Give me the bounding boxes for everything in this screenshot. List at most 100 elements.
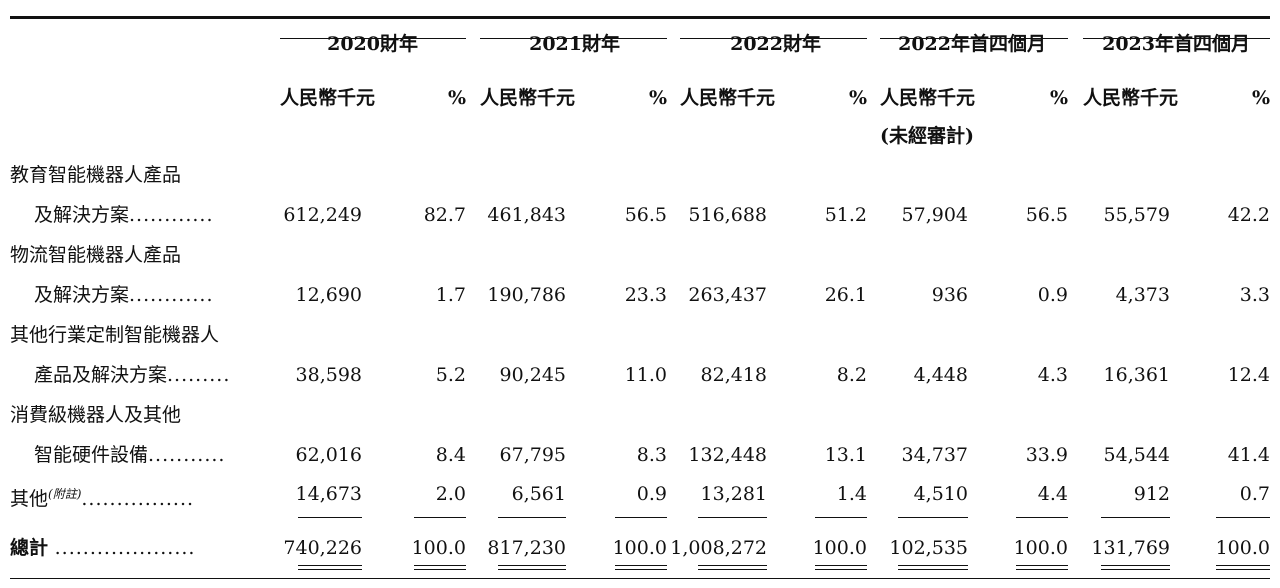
amount-cell: 34,737	[901, 444, 968, 466]
amount-cell: 57,904	[901, 204, 968, 226]
percent-cell: 8.3	[636, 444, 667, 466]
amount-cell: 14,673	[295, 483, 362, 505]
note-marker: (附註)	[48, 487, 82, 501]
period-header-2020: 2020財年	[327, 33, 418, 55]
total-percent-cell: 100.0	[1013, 537, 1068, 559]
percent-cell: 13.1	[824, 444, 867, 466]
amount-cell: 54,544	[1103, 444, 1170, 466]
total-percent-cell: 100.0	[411, 537, 466, 559]
row-label-line2: 及解決方案............	[34, 204, 214, 226]
total-percent-cell: 100.0	[812, 537, 867, 559]
row-label-line1: 其他行業定制智能機器人	[10, 324, 220, 346]
total-label: 總計 ....................	[10, 537, 196, 559]
total-double-rule	[1016, 565, 1068, 570]
unit-header: 人民幣千元	[680, 87, 776, 109]
pct-header: %	[1049, 87, 1068, 109]
total-percent-cell: 100.0	[612, 537, 667, 559]
period-header-2021: 2021財年	[529, 33, 620, 55]
total-double-rule	[898, 565, 968, 570]
pct-header: %	[648, 87, 667, 109]
total-double-rule	[298, 565, 362, 570]
amount-cell: 4,373	[1115, 284, 1170, 306]
row-label-line2: 產品及解決方案.........	[34, 364, 231, 386]
percent-cell: 0.9	[636, 483, 667, 505]
amount-cell: 90,245	[499, 364, 566, 386]
percent-cell: 12.4	[1227, 364, 1270, 386]
percent-cell: 1.4	[836, 483, 867, 505]
header-underline	[280, 38, 466, 39]
percent-cell: 82.7	[423, 204, 466, 226]
total-double-rule	[615, 565, 667, 570]
period-header-2022-4m: 2022年首四個月	[898, 33, 1046, 55]
percent-cell: 0.9	[1037, 284, 1068, 306]
row-label-line1: 物流智能機器人產品	[10, 244, 182, 266]
percent-cell: 26.1	[824, 284, 867, 306]
amount-cell: 6,561	[511, 483, 566, 505]
subtotal-rule	[414, 517, 466, 518]
pct-header: %	[447, 87, 466, 109]
amount-cell: 461,843	[487, 204, 566, 226]
subtotal-rule	[1216, 517, 1270, 518]
amount-cell: 4,510	[913, 483, 968, 505]
total-amount-cell: 740,226	[283, 537, 362, 559]
total-double-rule	[815, 565, 867, 570]
row-label-line2: 智能硬件設備...........	[34, 444, 226, 466]
percent-cell: 4.4	[1037, 483, 1068, 505]
total-amount-cell: 102,535	[889, 537, 968, 559]
percent-cell: 1.7	[435, 284, 466, 306]
total-double-rule	[1101, 565, 1170, 570]
percent-cell: 3.3	[1239, 284, 1270, 306]
row-label-line1: 消費級機器人及其他	[10, 404, 182, 426]
percent-cell: 42.2	[1227, 204, 1270, 226]
unit-header: 人民幣千元	[480, 87, 576, 109]
percent-cell: 2.0	[435, 483, 466, 505]
percent-cell: 8.2	[836, 364, 867, 386]
amount-cell: 62,016	[295, 444, 362, 466]
percent-cell: 56.5	[1025, 204, 1068, 226]
percent-cell: 56.5	[624, 204, 667, 226]
period-header-2022: 2022財年	[730, 33, 821, 55]
percent-cell: 11.0	[624, 364, 667, 386]
amount-cell: 13,281	[700, 483, 767, 505]
unit-header: 人民幣千元	[1083, 87, 1179, 109]
header-underline	[1083, 38, 1270, 39]
amount-cell: 912	[1133, 483, 1170, 505]
amount-cell: 67,795	[499, 444, 566, 466]
subtotal-rule	[298, 517, 362, 518]
amount-cell: 263,437	[688, 284, 767, 306]
total-percent-cell: 100.0	[1215, 537, 1270, 559]
subtotal-rule	[1016, 517, 1068, 518]
unit-header: 人民幣千元	[280, 87, 376, 109]
header-underline	[880, 38, 1068, 39]
total-double-rule	[1216, 565, 1270, 570]
amount-cell: 936	[931, 284, 968, 306]
total-amount-cell: 131,769	[1091, 537, 1170, 559]
amount-cell: 4,448	[913, 364, 968, 386]
subtotal-rule	[898, 517, 968, 518]
subtotal-rule	[815, 517, 867, 518]
amount-cell: 612,249	[283, 204, 362, 226]
period-header-2023-4m: 2023年首四個月	[1102, 33, 1250, 55]
row-label-line1: 教育智能機器人產品	[10, 164, 182, 186]
amount-cell: 82,418	[700, 364, 767, 386]
amount-cell: 55,579	[1103, 204, 1170, 226]
total-double-rule	[414, 565, 466, 570]
percent-cell: 51.2	[824, 204, 867, 226]
row-label-other: 其他(附註)................	[10, 487, 195, 510]
amount-cell: 12,690	[295, 284, 362, 306]
percent-cell: 23.3	[624, 284, 667, 306]
header-underline	[680, 38, 867, 39]
total-amount-cell: 1,008,272	[670, 537, 767, 559]
percent-cell: 41.4	[1227, 444, 1270, 466]
subtotal-rule	[615, 517, 667, 518]
percent-cell: 5.2	[435, 364, 466, 386]
percent-cell: 8.4	[435, 444, 466, 466]
table-bottom-rule	[10, 578, 1270, 579]
amount-cell: 190,786	[487, 284, 566, 306]
total-amount-cell: 817,230	[487, 537, 566, 559]
subtotal-rule	[1101, 517, 1170, 518]
percent-cell: 33.9	[1025, 444, 1068, 466]
amount-cell: 16,361	[1103, 364, 1170, 386]
row-label-line2: 及解決方案............	[34, 284, 214, 306]
